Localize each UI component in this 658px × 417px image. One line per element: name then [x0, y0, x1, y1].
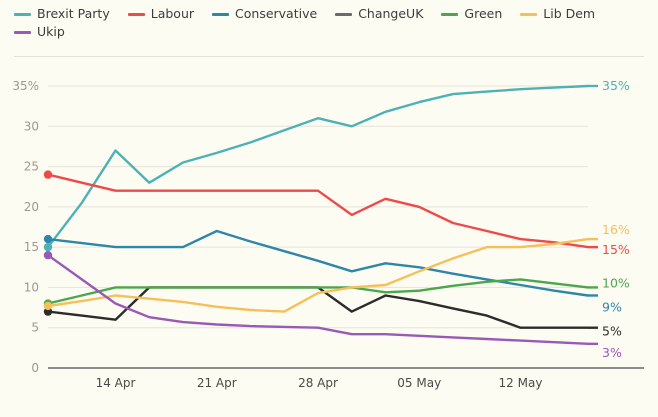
series-end-label-lib-dem: 16% — [602, 222, 630, 237]
series-line-lib-dem[interactable] — [46, 237, 590, 313]
x-axis-tick-label: 14 Apr — [96, 376, 136, 390]
legend-item-label: Lib Dem — [543, 6, 596, 21]
legend-item-conservative[interactable]: Conservative — [212, 7, 317, 21]
y-axis-tick-label: 30 — [24, 119, 39, 133]
plot-area: 0 5 10 15 20 25 30 35% 14 Apr 21 Apr 28 Apr 05 May 1… — [0, 58, 658, 417]
legend-item-lib-dem[interactable]: Lib Dem — [520, 7, 595, 21]
x-axis-tick-label: 21 Apr — [197, 376, 237, 390]
x-axis-tick-label: 12 May — [499, 376, 543, 390]
series-end-label-brexit-party: 35% — [602, 78, 630, 93]
legend-item-label: Brexit Party — [37, 6, 110, 21]
legend-row: Brexit Party Labour Conservative ChangeUK Gr… — [14, 7, 658, 43]
legend-item-changeuk[interactable]: ChangeUK — [335, 7, 423, 21]
y-axis-tick-label: 5 — [31, 321, 39, 335]
y-axis-tick-label: 15 — [24, 240, 39, 254]
y-axis-tick-label: 25 — [24, 160, 39, 174]
series-end-label-labour: 15% — [602, 242, 630, 257]
series-start-dot-brexit-party — [43, 242, 53, 252]
legend-item-label: Labour — [150, 6, 195, 21]
y-axis-tick-label: 0 — [31, 361, 39, 375]
legend-line-icon — [14, 30, 31, 34]
series-end-label-ukip: 3% — [602, 345, 622, 360]
series-start-dot-ukip — [43, 251, 53, 260]
legend-line-icon — [127, 12, 145, 16]
legend-line-icon — [14, 12, 31, 16]
legend-line-icon — [335, 12, 353, 16]
series-start-dot-lib-dem — [43, 301, 53, 311]
series-line-green[interactable] — [46, 278, 590, 305]
legend-item-label: ChangeUK — [358, 6, 424, 21]
legend-line-icon — [441, 12, 459, 16]
y-axis-tick-label: 10 — [24, 280, 39, 294]
legend-item-green[interactable]: Green — [441, 7, 502, 21]
series-start-dot-labour — [43, 170, 53, 179]
series-line-ukip[interactable] — [46, 254, 590, 345]
x-axis-tick-label: 05 May — [397, 376, 441, 390]
series-start-dot-conservative — [43, 234, 53, 244]
legend-item-brexit-party[interactable]: Brexit Party — [14, 7, 110, 21]
series-line-conservative[interactable] — [46, 229, 590, 297]
y-axis-tick-label: 35% — [12, 79, 39, 93]
legend-item-label: Green — [464, 6, 503, 21]
series-line-brexit-party[interactable] — [46, 84, 590, 249]
chart-legend: Brexit Party Labour Conservative ChangeUK Gr… — [0, 0, 658, 43]
legend-divider — [14, 56, 644, 57]
legend-item-label: Ukip — [37, 24, 65, 39]
legend-item-ukip[interactable]: Ukip — [14, 25, 65, 39]
series-end-label-conservative: 9% — [602, 299, 622, 314]
line-chart: 0 5 10 15 20 25 30 35% 14 Apr 21 Apr 28 Apr 05 May 1… — [12, 78, 644, 390]
series-end-label-green: 10% — [602, 275, 630, 290]
x-axis-tick-label: 28 Apr — [298, 376, 338, 390]
y-axis-tick-label: 20 — [24, 200, 39, 214]
legend-line-icon — [520, 12, 538, 16]
legend-item-label: Conservative — [235, 6, 318, 21]
legend-item-labour[interactable]: Labour — [127, 6, 195, 21]
series-line-labour[interactable] — [46, 173, 590, 249]
legend-line-icon — [212, 12, 230, 16]
series-end-label-changeuk: 5% — [602, 324, 622, 339]
